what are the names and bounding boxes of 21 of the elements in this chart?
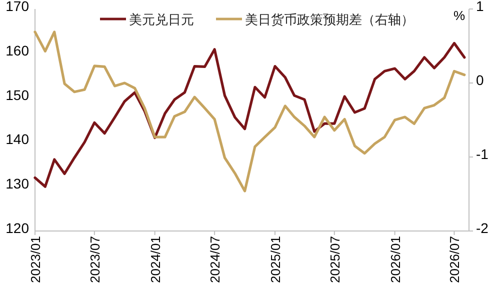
x-tick-label: 2025/01 [268,236,283,283]
y2-axis-title: % [453,8,466,23]
legend-label: 美日货币政策预期差（右轴） [245,12,414,27]
y-tick-label: 150 [6,86,30,103]
x-tick-label: 2025/07 [327,236,342,283]
y-tick-label: 170 [6,0,30,14]
y-tick-label: 160 [6,42,30,58]
legend-label: 美元兑日元 [129,12,194,27]
x-tick-label: 2026/07 [447,236,462,283]
x-tick-label: 2026/01 [388,236,403,283]
y2-tick-label: 1 [476,0,484,14]
y-tick-label: 130 [6,176,30,192]
y-tick-label: 140 [6,131,30,148]
y-tick-label: 120 [6,220,30,236]
x-tick-label: 2023/01 [28,236,43,283]
x-tick-label: 2024/07 [208,236,223,283]
y2-tick-label: 0 [476,72,484,88]
y2-tick-label: -1 [476,146,489,162]
x-tick-label: 2024/01 [148,236,163,283]
y2-tick-label: -2 [476,220,489,236]
x-tick-label: 2023/07 [87,236,102,283]
